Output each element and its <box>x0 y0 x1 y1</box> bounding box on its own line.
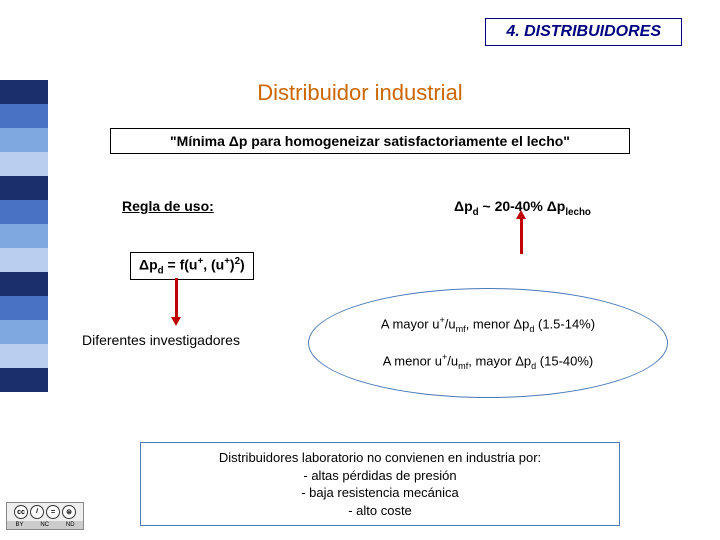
conclusion-line: Distribuidores laboratorio no convienen … <box>153 449 607 467</box>
section-header: 4. DISTRIBUIDORES <box>485 18 682 46</box>
sidebar-block <box>0 176 48 200</box>
sidebar-block <box>0 152 48 176</box>
cc-label: BY <box>15 522 23 528</box>
sidebar-block <box>0 272 48 296</box>
sidebar-block <box>0 224 48 248</box>
quote-box: "Mínima Δp para homogeneizar satisfactor… <box>110 128 630 154</box>
investigators-label: Diferentes investigadores <box>82 332 240 348</box>
sidebar-block <box>0 200 48 224</box>
cc-icons: cc 𝑖 = ⊜ <box>14 503 76 521</box>
rule-label: Regla de uso: <box>122 198 214 214</box>
sidebar-decoration <box>0 80 48 392</box>
callout-bubble: A mayor u+/umf, menor Δpd (1.5-14%) A me… <box>308 288 668 398</box>
conclusion-line: - altas pérdidas de presión <box>153 467 607 485</box>
sidebar-block <box>0 248 48 272</box>
formula-text: Δp <box>139 257 158 273</box>
text: (1.5-14%) <box>534 316 595 331</box>
nd-icon: ⊜ <box>62 505 76 519</box>
sub: mf <box>456 324 466 334</box>
sidebar-block <box>0 320 48 344</box>
text: , mayor Δp <box>468 353 531 368</box>
arrow-up-icon <box>520 218 523 254</box>
bubble-line-2: A menor u+/umf, mayor Δpd (15-40%) <box>383 352 594 371</box>
nc-icon: = <box>46 505 60 519</box>
sidebar-block <box>0 344 48 368</box>
sidebar-block <box>0 128 48 152</box>
sidebar-block <box>0 104 48 128</box>
cc-label: ND <box>66 522 75 528</box>
sub: mf <box>458 361 468 371</box>
by-icon: 𝑖 <box>30 505 44 519</box>
formula-text: ) <box>240 257 245 273</box>
formula-sub: lecho <box>565 207 591 218</box>
text: A mayor u <box>381 316 440 331</box>
conclusion-line: - alto coste <box>153 502 607 520</box>
formula-text: , (u <box>203 257 224 273</box>
text: , menor Δp <box>466 316 530 331</box>
formula-text: = f(u <box>164 257 198 273</box>
function-box: Δpd = f(u+, (u+)2) <box>130 252 254 280</box>
sidebar-block <box>0 296 48 320</box>
formula-text: Δp <box>454 198 473 214</box>
conclusion-box: Distribuidores laboratorio no convienen … <box>140 442 620 526</box>
cc-license-badge: cc 𝑖 = ⊜ BY NC ND <box>6 502 84 530</box>
cc-labels: BY NC ND <box>7 521 83 529</box>
arrow-down-icon <box>175 278 178 318</box>
slide-title: Distribuidor industrial <box>0 80 720 106</box>
cc-icon: cc <box>14 505 28 519</box>
cc-label: NC <box>40 522 49 528</box>
bubble-line-1: A mayor u+/umf, menor Δpd (1.5-14%) <box>381 315 595 334</box>
text: /u <box>445 316 456 331</box>
text: (15-40%) <box>536 353 593 368</box>
conclusion-line: - baja resistencia mecánica <box>153 484 607 502</box>
text: A menor u <box>383 353 442 368</box>
sidebar-block <box>0 368 48 392</box>
text: /u <box>447 353 458 368</box>
